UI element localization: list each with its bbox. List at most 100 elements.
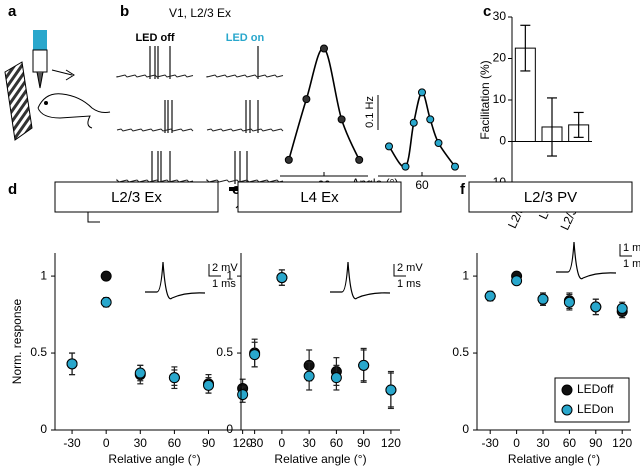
x-axis-label: Relative angle (°) [508, 452, 600, 466]
x-tick-label: 90 [589, 436, 603, 450]
point [134, 367, 146, 379]
y-tick-label: 10 [493, 92, 507, 106]
panel-label: c [483, 3, 491, 20]
condition-label: LED on [226, 32, 265, 44]
y-tick-label: 0.5 [30, 345, 47, 359]
y-tick-label: 30 [493, 9, 507, 23]
trace [206, 74, 284, 78]
point [409, 118, 418, 127]
panel-b-title: V1, L2/3 Ex [169, 6, 231, 20]
x-tick-label: 0 [103, 436, 110, 450]
panel-title: L4 Ex [300, 189, 339, 206]
y-tick-label: 0 [499, 134, 506, 148]
x-tick-label: 90 [357, 436, 371, 450]
panel-label: b [120, 3, 129, 20]
waveform [556, 241, 617, 280]
point [284, 155, 293, 164]
title-box [237, 181, 402, 213]
y-tick-label: 1 [40, 268, 47, 282]
scale-label: 1 ms [397, 278, 421, 290]
point [303, 370, 315, 382]
y-axis-label: Facilitation (%) [478, 60, 492, 139]
trace [116, 74, 194, 78]
setup-cartoon [4, 30, 111, 141]
x-tick-label: 0 [279, 436, 286, 450]
x-tick-label: 120 [612, 436, 632, 450]
scale-label: 1 mV [623, 242, 640, 254]
panel-title: L2/3 Ex [111, 189, 162, 206]
legend-label: LEDon [577, 402, 614, 416]
trace [116, 128, 194, 132]
legend-label: LEDoff [577, 382, 614, 396]
point [358, 359, 370, 371]
title-box [54, 181, 219, 213]
error-bar [573, 111, 584, 138]
scale-bar [87, 210, 100, 223]
error-bar [520, 24, 531, 72]
x-tick-label: 30 [134, 436, 148, 450]
x-tick-label: 60 [330, 436, 344, 450]
x-tick-label: 0 [513, 436, 520, 450]
x-axis-label: Relative angle (°) [108, 452, 200, 466]
x-tick-label: 60 [563, 436, 577, 450]
x-tick-label: 60 [415, 178, 429, 192]
point [385, 142, 393, 151]
x-axis-label: Relative angle (°) [274, 452, 366, 466]
point [237, 389, 249, 401]
panel-label: d [8, 181, 17, 198]
scale-label: 2 mV [212, 262, 238, 274]
error-bar [547, 97, 557, 157]
x-tick-label: -30 [63, 436, 81, 450]
point [320, 44, 328, 53]
spike-traces [116, 46, 284, 184]
scale-bar [619, 244, 632, 257]
point [537, 293, 549, 305]
y-axis-label: Norm. response [10, 298, 24, 384]
x-tick-label: -30 [482, 436, 500, 450]
y-tick-label: 0.5 [452, 345, 469, 359]
point [203, 379, 215, 391]
point [434, 139, 443, 147]
x-tick-label: -30 [246, 436, 264, 450]
y-tick-label: 20 [493, 51, 507, 65]
point [418, 88, 426, 97]
y-tick-label: 0 [40, 422, 47, 436]
point [385, 384, 397, 396]
y-tick-label: 0 [226, 422, 233, 436]
point [451, 162, 459, 171]
point [355, 155, 364, 164]
x-tick-label: 30 [302, 436, 316, 450]
scale-label: 2 mV [397, 262, 423, 274]
tuning-curve [388, 91, 456, 168]
point [563, 296, 575, 308]
condition-label: LED off [135, 32, 174, 44]
point [276, 272, 288, 284]
point [66, 358, 78, 370]
x-tick-label: 60 [168, 436, 182, 450]
point [426, 115, 435, 124]
y-tick-label: 1 [226, 268, 233, 282]
point [511, 275, 523, 287]
point [100, 270, 112, 282]
y-tick-label: 1 [462, 268, 469, 282]
scale-bar [208, 264, 221, 277]
panel-title: L2/3 PV [524, 189, 577, 206]
point [100, 296, 112, 308]
x-tick-label: 120 [233, 436, 253, 450]
scale-label: 0.1 Hz [364, 96, 376, 128]
point [302, 95, 311, 104]
point [590, 301, 602, 313]
scale-label: 1 ms [212, 278, 236, 290]
x-tick-label: 90 [202, 436, 216, 450]
legend-marker [561, 404, 573, 416]
point [249, 349, 261, 361]
scale-label: 1 ms [623, 258, 640, 270]
point [616, 302, 628, 314]
tuning-curve [288, 47, 360, 161]
point [337, 115, 346, 124]
y-tick-label: 0.5 [216, 345, 233, 359]
scale-bar [393, 264, 406, 277]
x-tick-label: 30 [536, 436, 550, 450]
